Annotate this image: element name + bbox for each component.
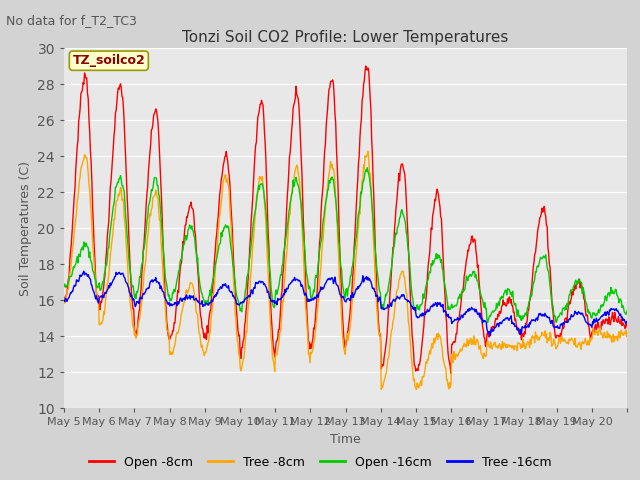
Text: No data for f_T2_TC3: No data for f_T2_TC3 bbox=[6, 14, 137, 27]
Title: Tonzi Soil CO2 Profile: Lower Temperatures: Tonzi Soil CO2 Profile: Lower Temperatur… bbox=[182, 30, 509, 46]
Legend: Open -8cm, Tree -8cm, Open -16cm, Tree -16cm: Open -8cm, Tree -8cm, Open -16cm, Tree -… bbox=[84, 451, 556, 474]
Y-axis label: Soil Temperatures (C): Soil Temperatures (C) bbox=[19, 160, 31, 296]
X-axis label: Time: Time bbox=[330, 432, 361, 445]
Text: TZ_soilco2: TZ_soilco2 bbox=[72, 54, 145, 67]
